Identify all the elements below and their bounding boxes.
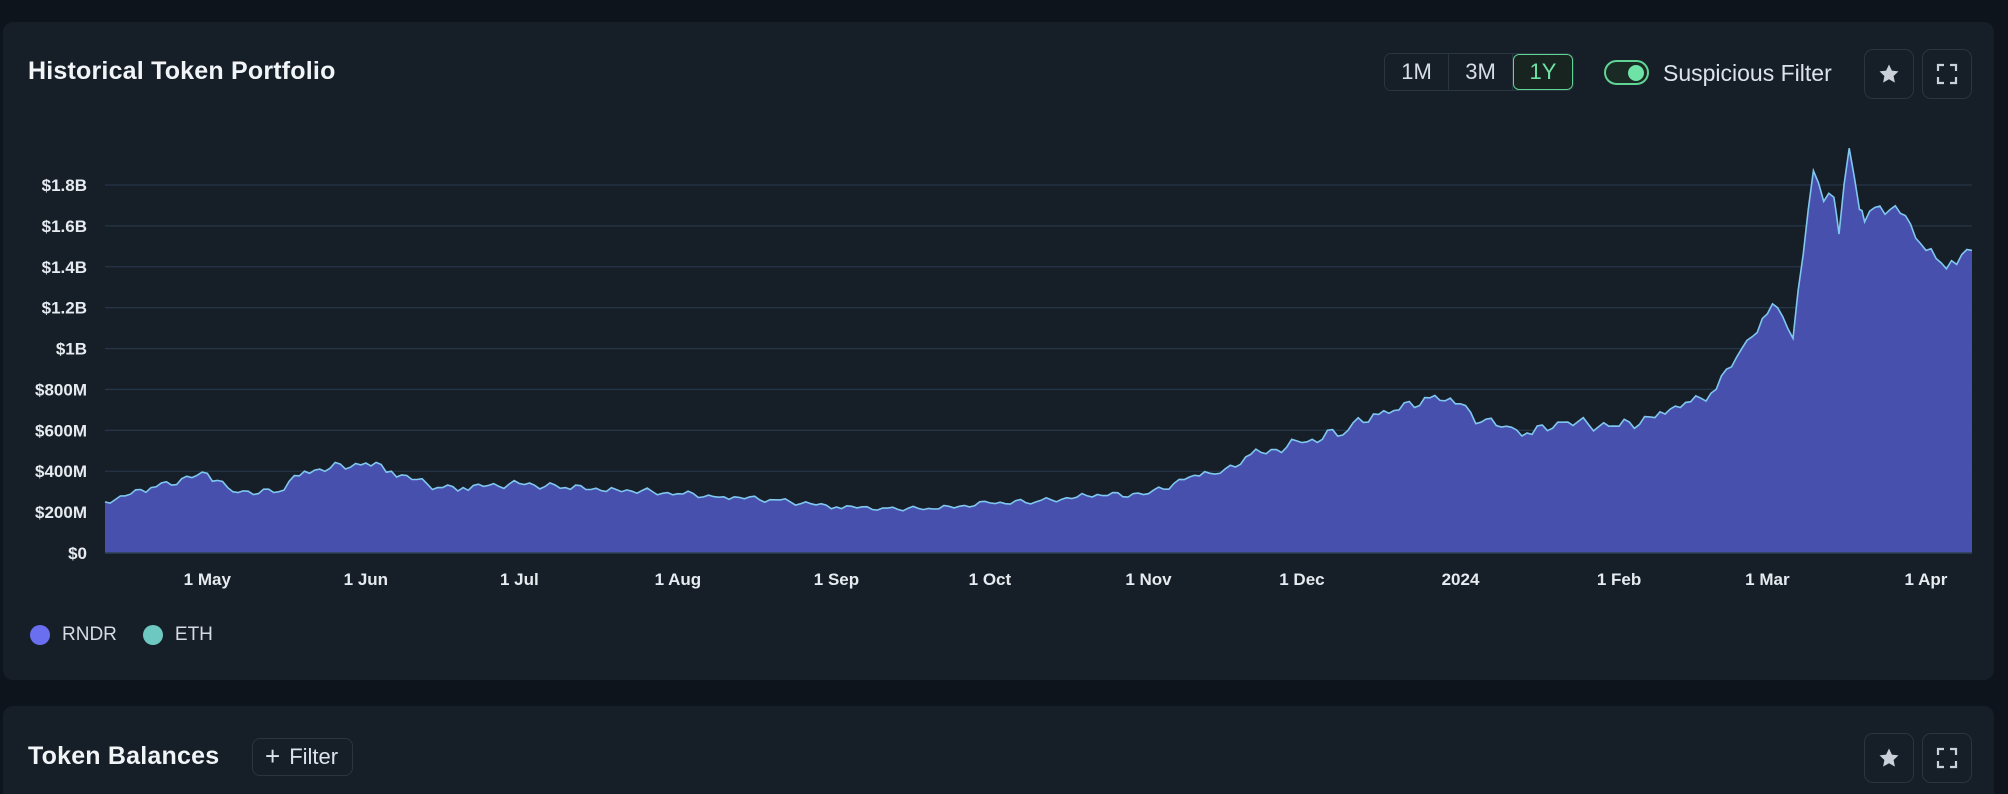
- range-3m-button[interactable]: 3M: [1449, 54, 1513, 90]
- x-tick-label: 2024: [1442, 570, 1480, 589]
- x-tick-label: 1 Oct: [969, 570, 1012, 589]
- y-tick-label: $200M: [35, 503, 87, 522]
- x-tick-label: 1 Sep: [814, 570, 859, 589]
- fullscreen-button[interactable]: [1922, 49, 1972, 99]
- y-tick-label: $1.2B: [42, 299, 87, 318]
- y-axis: $0 $200M $400M $600M $800M $1B $1.2B $1.4B $1.6B…: [35, 176, 87, 563]
- x-tick-label: 1 Feb: [1597, 570, 1641, 589]
- favorite-button[interactable]: [1864, 733, 1914, 783]
- legend-label-rndr: RNDR: [62, 624, 117, 645]
- x-axis: 1 May 1 Jun 1 Jul 1 Aug 1 Sep 1 Oct 1 Nov 1 Dec…: [184, 570, 1948, 589]
- x-tick-label: 1 Apr: [1905, 570, 1948, 589]
- y-tick-label: $1B: [56, 340, 87, 359]
- portfolio-title: Historical Token Portfolio: [28, 57, 336, 85]
- favorite-button[interactable]: [1864, 49, 1914, 99]
- legend-label-eth: ETH: [174, 624, 213, 645]
- token-balances-card: Token Balances + Filter: [3, 706, 1994, 794]
- range-1y-button[interactable]: 1Y: [1513, 54, 1573, 90]
- y-tick-label: $1.6B: [42, 217, 87, 236]
- legend-item-eth[interactable]: ETH: [142, 624, 213, 646]
- fullscreen-icon: [1936, 747, 1958, 769]
- time-range-selector: 1M 3M 1Y: [1384, 53, 1574, 91]
- star-icon: [1879, 64, 1899, 83]
- x-tick-label: 1 Jun: [344, 570, 388, 589]
- x-tick-label: 1 Mar: [1745, 570, 1790, 589]
- legend-item-rndr[interactable]: RNDR: [30, 624, 117, 646]
- y-tick-label: $1.8B: [42, 176, 87, 195]
- rndr-area: [105, 148, 1972, 553]
- y-tick-label: $400M: [35, 462, 87, 481]
- y-tick-label: $1.4B: [42, 258, 87, 277]
- chart-plot: [104, 148, 1973, 554]
- chart-legend: RNDR ETH: [30, 624, 239, 646]
- suspicious-filter-toggle[interactable]: [1604, 60, 1649, 85]
- rndr-legend-dot: [30, 625, 50, 645]
- suspicious-filter-label: Suspicious Filter: [1663, 60, 1832, 86]
- rndr-line: [104, 148, 1973, 512]
- portfolio-card: Historical Token Portfolio 1M 3M 1Y Susp…: [3, 22, 1994, 680]
- x-tick-label: 1 Dec: [1279, 570, 1324, 589]
- add-filter-button[interactable]: + Filter: [252, 738, 354, 776]
- y-tick-label: $800M: [35, 380, 87, 399]
- y-tick-label: $0: [68, 544, 87, 563]
- x-tick-label: 1 May: [184, 570, 232, 589]
- y-tick-label: $600M: [35, 421, 87, 440]
- portfolio-chart: $0 $200M $400M $600M $800M $1B $1.2B $1.4B $1.6B…: [35, 148, 1973, 589]
- filter-label: Filter: [289, 744, 339, 769]
- plus-icon: +: [265, 741, 281, 771]
- token-balances-title: Token Balances: [28, 742, 220, 770]
- x-tick-label: 1 Aug: [655, 570, 702, 589]
- eth-legend-dot: [142, 625, 163, 645]
- x-tick-label: 1 Jul: [500, 570, 539, 589]
- star-icon: [1879, 748, 1899, 767]
- range-1m-button[interactable]: 1M: [1385, 54, 1449, 90]
- toggle-knob: [1628, 64, 1644, 81]
- fullscreen-icon: [1936, 63, 1958, 85]
- fullscreen-button[interactable]: [1922, 733, 1972, 783]
- x-tick-label: 1 Nov: [1125, 570, 1172, 589]
